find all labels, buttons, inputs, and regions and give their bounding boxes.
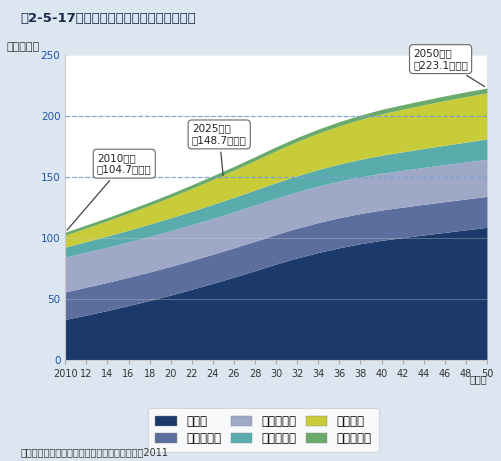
Text: 2025年：
約148.7億トン: 2025年： 約148.7億トン — [191, 124, 246, 176]
Text: （年）: （年） — [468, 374, 486, 384]
Legend: アジア, ヨーロッパ, 北アメリカ, 南アメリカ, アフリカ, オセアニア: アジア, ヨーロッパ, 北アメリカ, 南アメリカ, アフリカ, オセアニア — [148, 408, 378, 452]
Text: 2010年：
約104.7億トン: 2010年： 約104.7億トン — [67, 153, 151, 230]
Text: 2050年：
約223.1億トン: 2050年： 約223.1億トン — [412, 48, 483, 87]
Text: 資料：田中勝（株式会社廃棄物工学研究所）、2011: 資料：田中勝（株式会社廃棄物工学研究所）、2011 — [20, 447, 168, 457]
Y-axis label: （億トン）: （億トン） — [7, 42, 40, 52]
Text: 図2-5-17　世界の廃棄物発生量の推移予測: 図2-5-17 世界の廃棄物発生量の推移予測 — [20, 12, 195, 24]
